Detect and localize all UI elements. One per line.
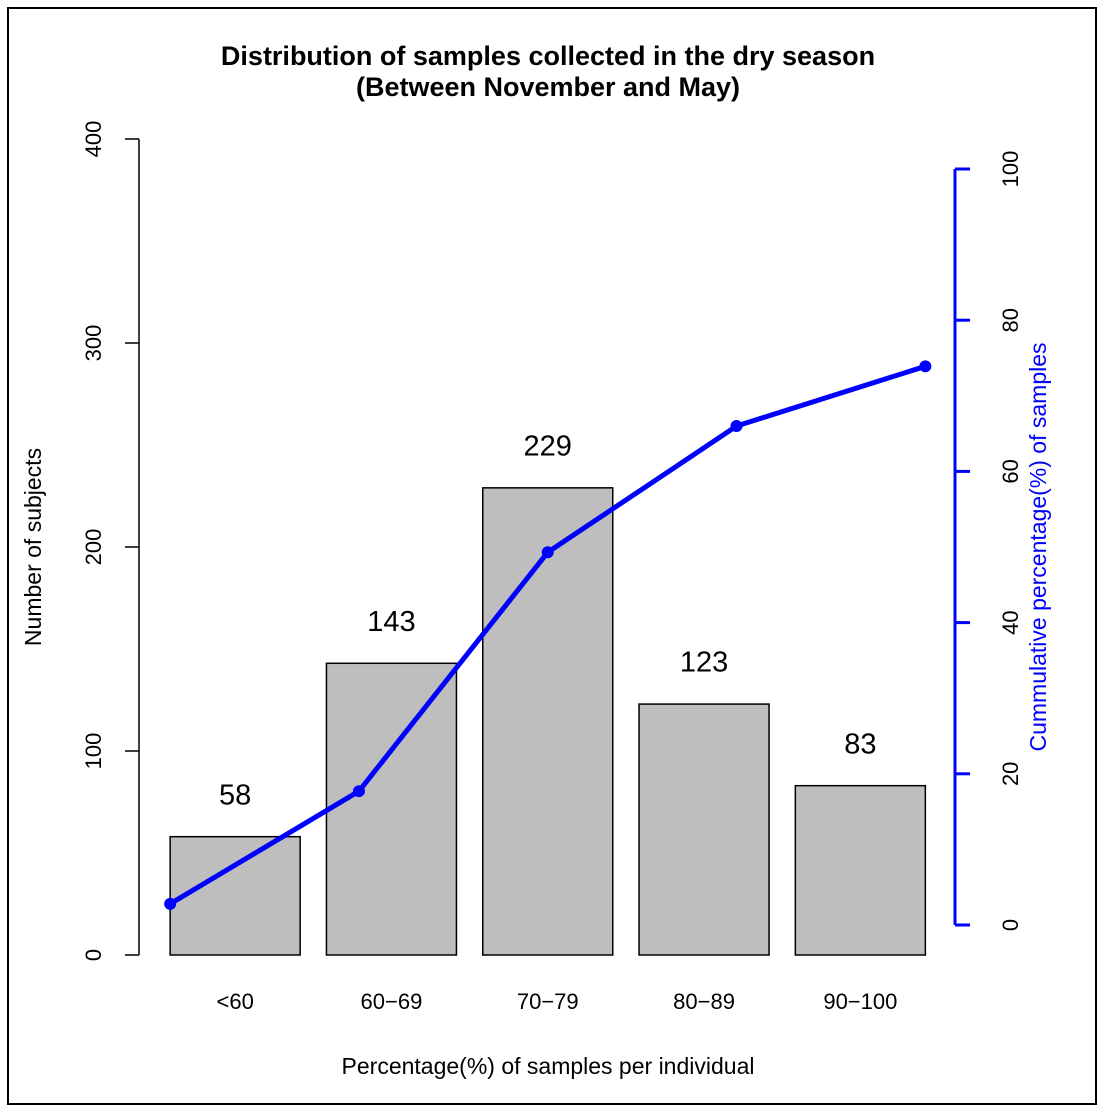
x-tick-label: 80−89	[673, 989, 735, 1014]
y2-axis-title: Cummulative percentage(%) of samples	[1025, 342, 1051, 751]
bar	[482, 487, 614, 956]
line-point	[164, 897, 177, 910]
value-label: 58	[219, 779, 251, 811]
line-point	[919, 360, 932, 373]
chart-title: Distribution of samples collected in the…	[221, 41, 875, 71]
y2-tick-label: 40	[998, 610, 1023, 634]
y-tick-label: 400	[81, 121, 106, 158]
y-tick-label: 200	[81, 529, 106, 566]
frame	[7, 7, 1097, 1105]
y2-tick-label: 0	[998, 919, 1023, 931]
x-tick-label: 90−100	[823, 989, 897, 1014]
y-tick-label: 0	[81, 949, 106, 961]
bar	[638, 703, 770, 956]
chart-subtitle: (Between November and May)	[356, 72, 740, 102]
line-point	[730, 420, 743, 433]
bar	[325, 662, 458, 956]
line-point	[541, 546, 554, 559]
y2-tick-label: 20	[998, 762, 1023, 786]
y2-tick-label: 60	[998, 459, 1023, 483]
bar	[169, 835, 301, 956]
x-tick-label: <60	[216, 989, 253, 1014]
value-label: 123	[680, 647, 728, 679]
y-tick-label: 100	[81, 733, 106, 770]
bar	[794, 784, 927, 956]
y2-tick-label: 100	[998, 151, 1023, 188]
x-tick-label: 60−69	[361, 989, 423, 1014]
y2-tick-label: 80	[998, 308, 1023, 332]
value-label: 83	[844, 728, 876, 760]
line-point	[352, 785, 365, 798]
value-label: 143	[367, 606, 415, 638]
x-axis-title: Percentage(%) of samples per individual	[342, 1053, 755, 1079]
x-tick-label: 70−79	[517, 989, 579, 1014]
y-tick-label: 300	[81, 325, 106, 362]
y-axis-title: Number of subjects	[20, 448, 46, 646]
value-label: 229	[524, 430, 572, 462]
